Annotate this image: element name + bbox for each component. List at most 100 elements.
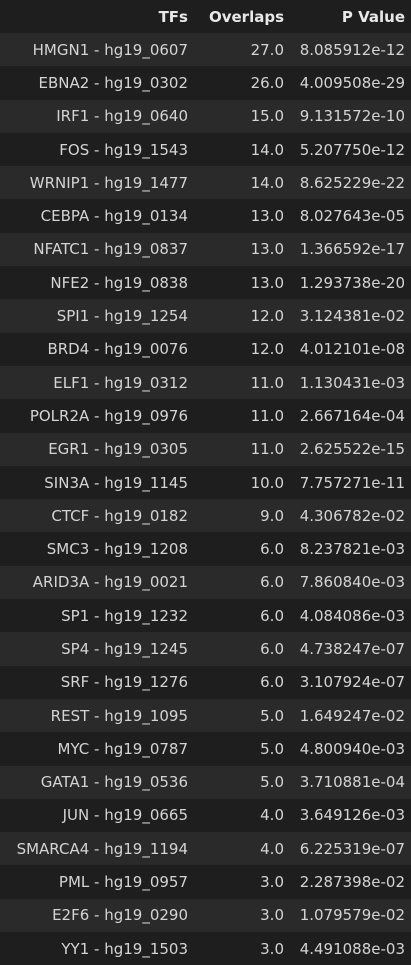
cell-tf: SIN3A - hg19_1145 bbox=[44, 473, 188, 492]
cell-p-value: 7.757271e-11 bbox=[299, 473, 405, 492]
cell-p-value: 4.012101e-08 bbox=[299, 340, 405, 359]
cell-p-value: 3.107924e-07 bbox=[299, 673, 405, 692]
cell-overlaps: 14.0 bbox=[250, 173, 284, 192]
table-row: REST - hg19_1095 5.0 1.649247e-02 bbox=[0, 698, 411, 733]
cell-p-value: 4.800940e-03 bbox=[299, 739, 405, 758]
cell-tf: FOS - hg19_1543 bbox=[59, 140, 188, 159]
table-row: EGR1 - hg19_0305 11.0 2.625522e-15 bbox=[0, 432, 411, 466]
cell-p-value: 8.625229e-22 bbox=[299, 173, 405, 192]
cell-overlaps: 4.0 bbox=[260, 806, 284, 825]
cell-tf: EGR1 - hg19_0305 bbox=[48, 440, 188, 459]
table-row: EBNA2 - hg19_0302 26.0 4.009508e-29 bbox=[0, 66, 411, 100]
cell-overlaps: 3.0 bbox=[260, 906, 284, 925]
cell-overlaps: 6.0 bbox=[260, 573, 284, 592]
cell-tf: SPI1 - hg19_1254 bbox=[56, 307, 188, 326]
cell-p-value: 7.860840e-03 bbox=[299, 573, 405, 592]
header-p-value: P Value bbox=[341, 7, 405, 26]
cell-tf: NFATC1 - hg19_0837 bbox=[33, 240, 188, 259]
table-row: SPI1 - hg19_1254 12.0 3.124381e-02 bbox=[0, 299, 411, 333]
header-row: TFs Overlaps P Value bbox=[0, 0, 411, 33]
cell-p-value: 4.009508e-29 bbox=[299, 73, 405, 92]
cell-overlaps: 12.0 bbox=[250, 307, 284, 326]
table-row: SP4 - hg19_1245 6.0 4.738247e-07 bbox=[0, 632, 411, 666]
cell-overlaps: 9.0 bbox=[260, 506, 284, 525]
table-row: MYC - hg19_0787 5.0 4.800940e-03 bbox=[0, 732, 411, 766]
cell-p-value: 2.287398e-02 bbox=[299, 873, 405, 892]
cell-overlaps: 10.0 bbox=[250, 473, 284, 492]
cell-tf: NFE2 - hg19_0838 bbox=[50, 273, 188, 292]
cell-tf: ELF1 - hg19_0312 bbox=[53, 373, 188, 392]
cell-overlaps: 6.0 bbox=[260, 540, 284, 559]
table-row: ELF1 - hg19_0312 11.0 1.130431e-03 bbox=[0, 365, 411, 400]
cell-p-value: 8.027643e-05 bbox=[299, 207, 405, 226]
cell-overlaps: 11.0 bbox=[250, 406, 284, 425]
table-row: CEBPA - hg19_0134 13.0 8.027643e-05 bbox=[0, 199, 411, 233]
cell-overlaps: 11.0 bbox=[250, 373, 284, 392]
cell-tf: ARID3A - hg19_0021 bbox=[32, 573, 188, 592]
table-row: HMGN1 - hg19_0607 27.0 8.085912e-12 bbox=[0, 33, 411, 67]
cell-overlaps: 15.0 bbox=[250, 107, 284, 126]
cell-overlaps: 5.0 bbox=[260, 706, 284, 725]
table-row: BRD4 - hg19_0076 12.0 4.012101e-08 bbox=[0, 332, 411, 366]
table-row: POLR2A - hg19_0976 11.0 2.667164e-04 bbox=[0, 399, 411, 433]
cell-tf: CTCF - hg19_0182 bbox=[51, 506, 188, 525]
cell-overlaps: 6.0 bbox=[260, 639, 284, 658]
table-row: NFATC1 - hg19_0837 13.0 1.366592e-17 bbox=[0, 232, 411, 267]
cell-overlaps: 6.0 bbox=[260, 606, 284, 625]
cell-p-value: 3.710881e-04 bbox=[299, 773, 405, 792]
cell-tf: POLR2A - hg19_0976 bbox=[29, 406, 188, 425]
cell-tf: YY1 - hg19_1503 bbox=[61, 939, 188, 958]
cell-overlaps: 12.0 bbox=[250, 340, 284, 359]
cell-p-value: 4.491088e-03 bbox=[299, 939, 405, 958]
cell-tf: SMC3 - hg19_1208 bbox=[46, 540, 188, 559]
table-row: SIN3A - hg19_1145 10.0 7.757271e-11 bbox=[0, 465, 411, 500]
cell-p-value: 3.649126e-03 bbox=[299, 806, 405, 825]
cell-p-value: 1.130431e-03 bbox=[299, 373, 405, 392]
table-row: JUN - hg19_0665 4.0 3.649126e-03 bbox=[0, 798, 411, 833]
cell-overlaps: 5.0 bbox=[260, 773, 284, 792]
cell-overlaps: 26.0 bbox=[250, 73, 284, 92]
cell-tf: JUN - hg19_0665 bbox=[62, 806, 188, 825]
cell-overlaps: 4.0 bbox=[260, 839, 284, 858]
table-row: E2F6 - hg19_0290 3.0 1.079579e-02 bbox=[0, 898, 411, 933]
cell-tf: BRD4 - hg19_0076 bbox=[47, 340, 188, 359]
cell-p-value: 1.293738e-20 bbox=[299, 273, 405, 292]
cell-tf: WRNIP1 - hg19_1477 bbox=[29, 173, 188, 192]
cell-p-value: 1.366592e-17 bbox=[299, 240, 405, 259]
cell-p-value: 4.306782e-02 bbox=[299, 506, 405, 525]
cell-overlaps: 13.0 bbox=[250, 240, 284, 259]
cell-tf: PML - hg19_0957 bbox=[58, 873, 188, 892]
cell-tf: SP1 - hg19_1232 bbox=[61, 606, 188, 625]
cell-tf: CEBPA - hg19_0134 bbox=[40, 207, 188, 226]
cell-overlaps: 11.0 bbox=[250, 440, 284, 459]
cell-tf: SRF - hg19_1276 bbox=[60, 673, 188, 692]
cell-tf: EBNA2 - hg19_0302 bbox=[38, 73, 188, 92]
cell-overlaps: 5.0 bbox=[260, 739, 284, 758]
cell-tf: REST - hg19_1095 bbox=[50, 706, 188, 725]
cell-p-value: 4.084086e-03 bbox=[299, 606, 405, 625]
table-row: ARID3A - hg19_0021 6.0 7.860840e-03 bbox=[0, 565, 411, 600]
cell-overlaps: 3.0 bbox=[260, 873, 284, 892]
cell-p-value: 8.085912e-12 bbox=[299, 40, 405, 59]
table-row: SP1 - hg19_1232 6.0 4.084086e-03 bbox=[0, 599, 411, 633]
cell-p-value: 1.079579e-02 bbox=[299, 906, 405, 925]
cell-overlaps: 27.0 bbox=[250, 40, 284, 59]
cell-p-value: 5.207750e-12 bbox=[299, 140, 405, 159]
cell-overlaps: 13.0 bbox=[250, 207, 284, 226]
cell-overlaps: 6.0 bbox=[260, 673, 284, 692]
header-overlaps: Overlaps bbox=[208, 7, 284, 26]
cell-overlaps: 3.0 bbox=[260, 939, 284, 958]
cell-tf: MYC - hg19_0787 bbox=[57, 739, 189, 758]
table-row: SMARCA4 - hg19_1194 4.0 6.225319e-07 bbox=[0, 832, 411, 866]
table-row: SMC3 - hg19_1208 6.0 8.237821e-03 bbox=[0, 532, 411, 566]
cell-p-value: 2.625522e-15 bbox=[299, 440, 405, 459]
cell-p-value: 6.225319e-07 bbox=[299, 839, 405, 858]
table-body: HMGN1 - hg19_0607 27.0 8.085912e-12 EBNA2 -… bbox=[0, 33, 411, 965]
cell-tf: IRF1 - hg19_0640 bbox=[56, 107, 188, 126]
cell-tf: E2F6 - hg19_0290 bbox=[52, 906, 188, 925]
table-row: FOS - hg19_1543 14.0 5.207750e-12 bbox=[0, 132, 411, 167]
cell-overlaps: 14.0 bbox=[250, 140, 284, 159]
cell-p-value: 8.237821e-03 bbox=[299, 540, 405, 559]
table-row: WRNIP1 - hg19_1477 14.0 8.625229e-22 bbox=[0, 166, 411, 200]
cell-p-value: 2.667164e-04 bbox=[299, 406, 405, 425]
